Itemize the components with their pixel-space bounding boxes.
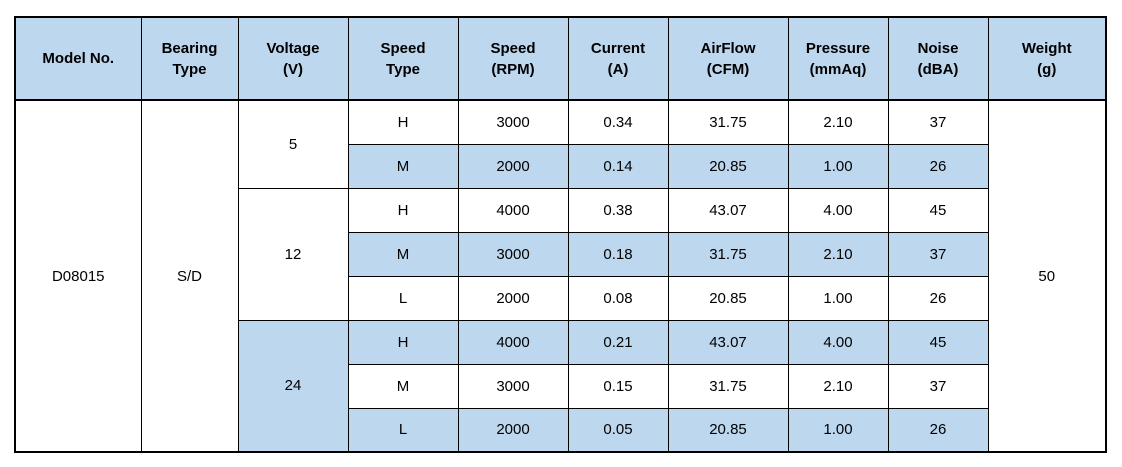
- table-row: D08015 S/D 5 H 3000 0.34 31.75 2.10 37 50: [14, 99, 1107, 453]
- speed-rpm-cell: 4000: [457, 187, 569, 233]
- current-cell: 0.34: [567, 99, 669, 145]
- voltage-cell: 12: [237, 187, 349, 321]
- noise-cell: 37: [887, 363, 989, 409]
- speed-type-cell: H: [347, 319, 459, 365]
- speed-rpm-cell: 2000: [457, 407, 569, 453]
- speed-rpm-cell: 3000: [457, 231, 569, 277]
- table-row: M 2000 0.14 20.85 1.00 26: [15, 143, 1106, 189]
- current-cell: 0.14: [567, 143, 669, 189]
- col-header-noise: Noise (dBA): [887, 16, 989, 101]
- current-cell: 0.15: [567, 363, 669, 409]
- fan-spec-table-wrap: Model No. Bearing Type Voltage (V) Speed Ty…: [14, 16, 1107, 453]
- current-cell: 0.21: [567, 319, 669, 365]
- weight-cell: 50: [987, 99, 1107, 453]
- speed-type-cell: L: [347, 275, 459, 321]
- pressure-cell: 4.00: [787, 319, 889, 365]
- speed-type-cell: M: [347, 143, 459, 189]
- noise-cell: 45: [887, 187, 989, 233]
- current-cell: 0.08: [567, 275, 669, 321]
- col-header-weight: Weight (g): [987, 16, 1107, 101]
- table-header: Model No. Bearing Type Voltage (V) Speed Ty…: [14, 16, 1107, 101]
- pressure-cell: 2.10: [787, 231, 889, 277]
- speed-type-cell: M: [347, 363, 459, 409]
- airflow-cell: 31.75: [667, 363, 789, 409]
- table-body: D08015 S/D 5 H 3000 0.34 31.75 2.10 37 50 M 2000 0.1…: [14, 99, 1107, 453]
- airflow-cell: 31.75: [667, 99, 789, 145]
- pressure-cell: 1.00: [787, 275, 889, 321]
- col-header-speed-type: Speed Type: [347, 16, 459, 101]
- speed-rpm-cell: 3000: [457, 363, 569, 409]
- airflow-cell: 20.85: [667, 407, 789, 453]
- noise-cell: 26: [887, 275, 989, 321]
- noise-cell: 37: [887, 99, 989, 145]
- col-header-speed-rpm: Speed (RPM): [457, 16, 569, 101]
- current-cell: 0.38: [567, 187, 669, 233]
- current-cell: 0.05: [567, 407, 669, 453]
- pressure-cell: 2.10: [787, 99, 889, 145]
- col-header-bearing-type: Bearing Type: [140, 16, 239, 101]
- speed-rpm-cell: 2000: [457, 275, 569, 321]
- speed-rpm-cell: 3000: [457, 99, 569, 145]
- airflow-cell: 31.75: [667, 231, 789, 277]
- current-cell: 0.18: [567, 231, 669, 277]
- airflow-cell: 43.07: [667, 187, 789, 233]
- col-header-voltage: Voltage (V): [237, 16, 349, 101]
- pressure-cell: 4.00: [787, 187, 889, 233]
- pressure-cell: 2.10: [787, 363, 889, 409]
- table-row: M 3000 0.15 31.75 2.10 37: [15, 363, 1106, 409]
- header-row: Model No. Bearing Type Voltage (V) Speed Ty…: [14, 16, 1107, 101]
- airflow-cell: 20.85: [667, 143, 789, 189]
- noise-cell: 45: [887, 319, 989, 365]
- airflow-cell: 43.07: [667, 319, 789, 365]
- pressure-cell: 1.00: [787, 143, 889, 189]
- fan-spec-table: Model No. Bearing Type Voltage (V) Speed Ty…: [14, 16, 1107, 453]
- voltage-cell: 24: [237, 319, 349, 453]
- table-row: 24 H 4000 0.21 43.07 4.00 45: [15, 319, 1106, 453]
- speed-rpm-cell: 2000: [457, 143, 569, 189]
- speed-rpm-cell: 4000: [457, 319, 569, 365]
- speed-type-cell: L: [347, 407, 459, 453]
- airflow-cell: 20.85: [667, 275, 789, 321]
- speed-type-cell: M: [347, 231, 459, 277]
- speed-type-cell: H: [347, 187, 459, 233]
- col-header-current: Current (A): [567, 16, 669, 101]
- noise-cell: 26: [887, 407, 989, 453]
- noise-cell: 37: [887, 231, 989, 277]
- voltage-cell: 5: [237, 99, 349, 189]
- speed-type-cell: H: [347, 99, 459, 145]
- bearing-type-cell: S/D: [140, 99, 239, 453]
- col-header-pressure: Pressure (mmAq): [787, 16, 889, 101]
- noise-cell: 26: [887, 143, 989, 189]
- table-row: L 2000 0.05 20.85 1.00 26: [15, 407, 1106, 453]
- table-row: L 2000 0.08 20.85 1.00 26: [15, 275, 1106, 321]
- pressure-cell: 1.00: [787, 407, 889, 453]
- col-header-airflow: AirFlow (CFM): [667, 16, 789, 101]
- model-no-cell: D08015: [14, 99, 142, 453]
- col-header-model-no: Model No.: [14, 16, 142, 101]
